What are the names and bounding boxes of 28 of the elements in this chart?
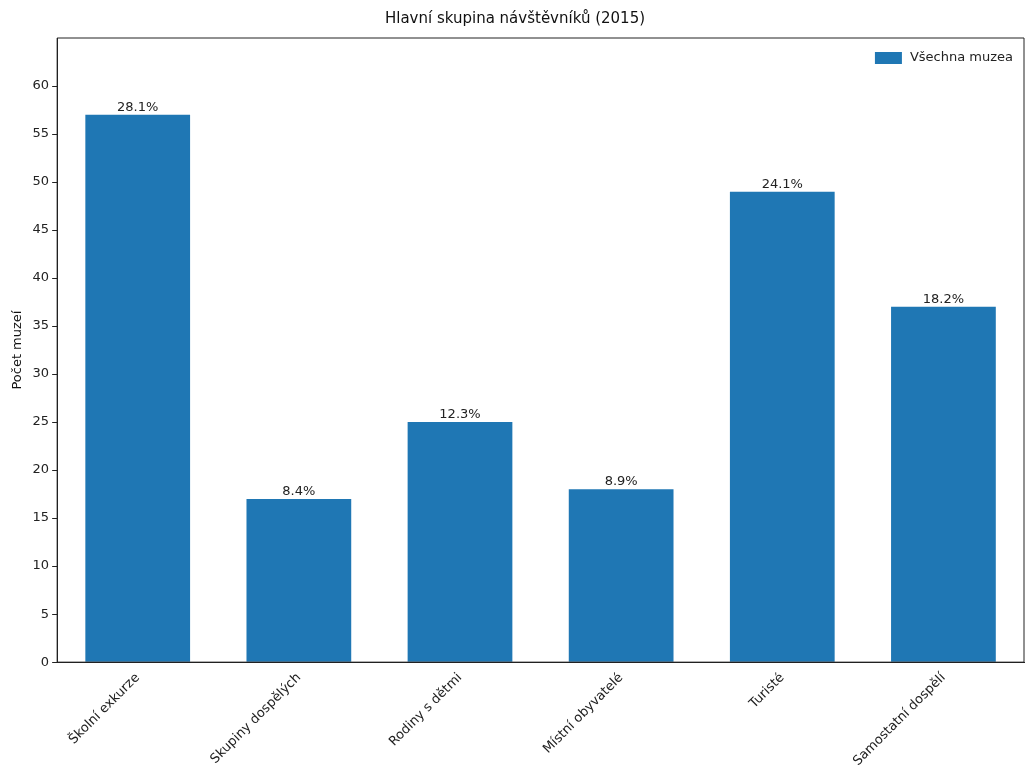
annotation: 28.1% (117, 98, 159, 114)
annotation: 12.3% (439, 405, 481, 421)
y-tick-label: 10 (32, 557, 50, 573)
y-tick-label: 15 (32, 509, 50, 525)
y-tick-label: 45 (32, 221, 50, 237)
y-tick-label: 5 (40, 605, 50, 621)
bar (568, 489, 674, 662)
y-tick-label: 40 (32, 269, 50, 285)
bar (729, 191, 835, 662)
y-axis-title: Počet muzeí (9, 310, 25, 390)
bar (407, 422, 513, 662)
chart-title: Hlavní skupina návštěvníků (2015) (384, 8, 646, 27)
y-tick-label: 50 (32, 173, 50, 189)
bar (85, 114, 191, 662)
bar (246, 498, 352, 662)
legend-label: Všechna muzea (909, 49, 1014, 65)
y-tick-label: 25 (32, 413, 50, 429)
y-tick-label: 60 (32, 77, 50, 93)
y-tick-label: 0 (40, 653, 50, 669)
annotation: 18.2% (922, 290, 965, 306)
y-tick-label: 35 (32, 317, 50, 333)
annotation: 24.1% (761, 175, 803, 191)
annotation: 8.9% (604, 473, 638, 489)
y-tick-label: 55 (32, 125, 50, 141)
y-tick-label: 20 (32, 461, 50, 477)
bar (891, 306, 996, 662)
annotation: 8.4% (282, 482, 316, 498)
y-tick-label: 30 (32, 365, 50, 381)
